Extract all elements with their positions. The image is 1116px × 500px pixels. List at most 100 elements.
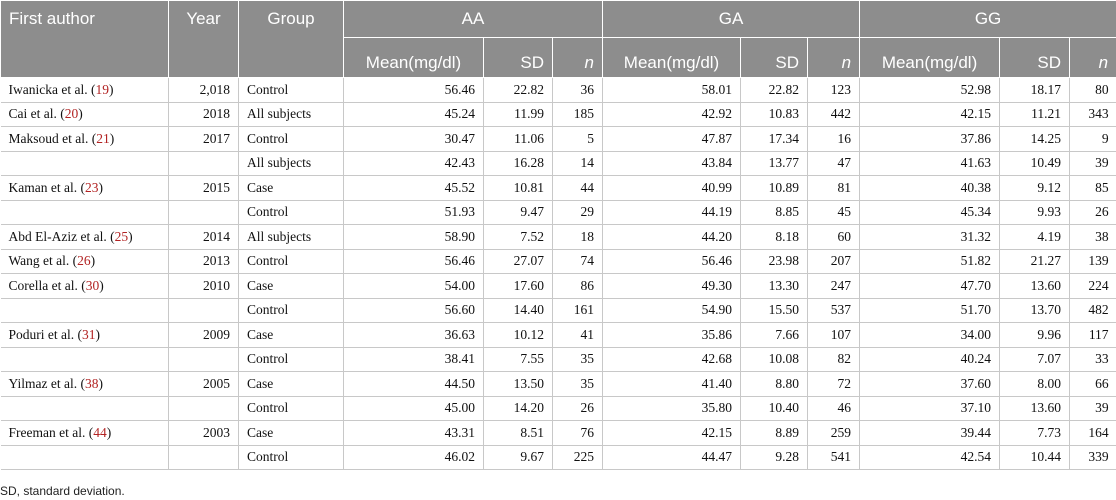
header-genotype-gg: GG bbox=[859, 0, 1116, 38]
cell-sd: 10.81 bbox=[483, 175, 553, 201]
cell-n: 139 bbox=[1069, 249, 1116, 274]
author-close-paren: ) bbox=[98, 375, 103, 391]
cell-mean: 58.90 bbox=[343, 224, 484, 250]
cell-first-author bbox=[0, 396, 169, 421]
header-sd: SD bbox=[483, 37, 553, 78]
header-mean: Mean(mg/dl) bbox=[859, 37, 1001, 78]
cell-n: 207 bbox=[807, 249, 861, 274]
cell-sd: 8.00 bbox=[999, 371, 1071, 397]
cell-mean: 56.60 bbox=[343, 298, 484, 323]
cell-sd: 10.49 bbox=[999, 151, 1071, 176]
cell-n: 9 bbox=[1069, 126, 1116, 152]
cell-sd: 10.44 bbox=[999, 445, 1071, 470]
cell-sd: 10.89 bbox=[740, 175, 809, 201]
cell-n: 26 bbox=[1069, 200, 1116, 225]
cell-mean: 44.20 bbox=[602, 224, 742, 250]
cell-sd: 9.12 bbox=[999, 175, 1071, 201]
cell-mean: 51.93 bbox=[343, 200, 484, 225]
cell-sd: 16.28 bbox=[483, 151, 553, 176]
reference-link[interactable]: 30 bbox=[85, 277, 100, 293]
cell-mean: 45.34 bbox=[859, 200, 1001, 225]
cell-sd: 14.40 bbox=[483, 298, 553, 323]
table-row: Freeman et al. (44) 2003 Case 43.31 8.51 76 42… bbox=[0, 420, 1116, 446]
cell-sd: 13.30 bbox=[740, 273, 809, 299]
cell-mean: 42.68 bbox=[602, 347, 742, 372]
cell-n: 117 bbox=[1069, 322, 1116, 348]
cell-group: Case bbox=[238, 322, 344, 348]
cell-group: Case bbox=[238, 175, 344, 201]
cell-sd: 13.70 bbox=[999, 298, 1071, 323]
cell-sd: 8.80 bbox=[740, 371, 809, 397]
cell-n: 66 bbox=[1069, 371, 1116, 397]
cell-first-author bbox=[0, 200, 169, 225]
cell-n: 82 bbox=[807, 347, 861, 372]
cell-n: 35 bbox=[552, 347, 604, 372]
reference-link[interactable]: 23 bbox=[84, 179, 99, 195]
cell-mean: 56.46 bbox=[343, 77, 484, 103]
cell-mean: 31.32 bbox=[859, 224, 1001, 250]
table-row: Control 45.00 14.20 26 35.80 10.40 46 37.10 13.6… bbox=[0, 396, 1116, 421]
author-close-paren: ) bbox=[108, 81, 114, 97]
cell-sd: 8.18 bbox=[740, 224, 809, 250]
cell-group: All subjects bbox=[238, 102, 344, 127]
header-sd: SD bbox=[999, 37, 1071, 78]
cell-sd: 17.34 bbox=[740, 126, 809, 152]
cell-group: Control bbox=[238, 249, 344, 274]
reference-link[interactable]: 38 bbox=[84, 375, 99, 391]
cell-n: 36 bbox=[552, 77, 604, 103]
header-first-author: First author bbox=[0, 0, 169, 78]
reference-link[interactable]: 20 bbox=[64, 106, 79, 122]
cell-group: Control bbox=[238, 126, 344, 152]
cell-sd: 9.93 bbox=[999, 200, 1071, 225]
cell-mean: 42.15 bbox=[859, 102, 1001, 127]
cell-first-author: Yilmaz et al. (38) bbox=[0, 371, 169, 397]
header-n: n bbox=[551, 37, 604, 78]
cell-sd: 11.21 bbox=[999, 102, 1071, 127]
reference-link[interactable]: 19 bbox=[95, 81, 109, 97]
cell-n: 247 bbox=[807, 273, 861, 299]
cell-n: 26 bbox=[552, 396, 604, 421]
reference-link[interactable]: 26 bbox=[77, 253, 91, 269]
cell-n: 85 bbox=[1069, 175, 1116, 201]
cell-group: Case bbox=[238, 273, 344, 299]
cell-mean: 41.40 bbox=[602, 371, 742, 397]
cell-sd: 14.25 bbox=[999, 126, 1071, 152]
cell-sd: 7.73 bbox=[999, 420, 1071, 446]
cell-sd: 14.20 bbox=[483, 396, 553, 421]
cell-mean: 51.82 bbox=[859, 249, 1001, 274]
cell-first-author: Wang et al. (26) bbox=[0, 249, 169, 274]
cell-mean: 30.47 bbox=[343, 126, 484, 152]
cell-sd: 15.50 bbox=[740, 298, 809, 323]
author-name: Kaman et al. ( bbox=[8, 179, 85, 195]
reference-link[interactable]: 21 bbox=[96, 130, 110, 146]
reference-link[interactable]: 25 bbox=[114, 228, 129, 244]
cell-first-author: Abd El-Aziz et al. (25) bbox=[0, 224, 169, 250]
cell-sd: 10.83 bbox=[740, 102, 809, 127]
cell-sd: 27.07 bbox=[483, 249, 553, 274]
cell-group: Case bbox=[238, 420, 344, 446]
cell-n: 72 bbox=[807, 371, 861, 397]
reference-link[interactable]: 44 bbox=[93, 424, 107, 440]
cell-sd: 13.77 bbox=[740, 151, 809, 176]
author-name: Cai et al. ( bbox=[8, 106, 65, 122]
table-row: Yilmaz et al. (38) 2005 Case 44.50 13.50 35 41… bbox=[0, 371, 1116, 397]
cell-first-author: Freeman et al. (44) bbox=[0, 420, 169, 446]
cell-group: All subjects bbox=[238, 224, 344, 250]
cell-sd: 9.28 bbox=[740, 445, 809, 470]
reference-link[interactable]: 31 bbox=[82, 326, 96, 342]
author-close-paren: ) bbox=[99, 277, 104, 293]
cell-n: 482 bbox=[1069, 298, 1116, 323]
header-mean: Mean(mg/dl) bbox=[602, 37, 742, 78]
cell-mean: 42.54 bbox=[859, 445, 1001, 470]
cell-n: 46 bbox=[807, 396, 861, 421]
cell-mean: 40.99 bbox=[602, 175, 742, 201]
cell-mean: 44.19 bbox=[602, 200, 742, 225]
author-name: Yilmaz et al. ( bbox=[8, 375, 85, 391]
cell-year bbox=[168, 151, 239, 176]
cell-mean: 35.86 bbox=[602, 322, 742, 348]
cell-mean: 40.24 bbox=[859, 347, 1001, 372]
cell-sd: 8.51 bbox=[483, 420, 553, 446]
cell-first-author: Corella et al. (30) bbox=[0, 273, 169, 299]
cell-n: 224 bbox=[1069, 273, 1116, 299]
header-year: Year bbox=[168, 0, 239, 78]
